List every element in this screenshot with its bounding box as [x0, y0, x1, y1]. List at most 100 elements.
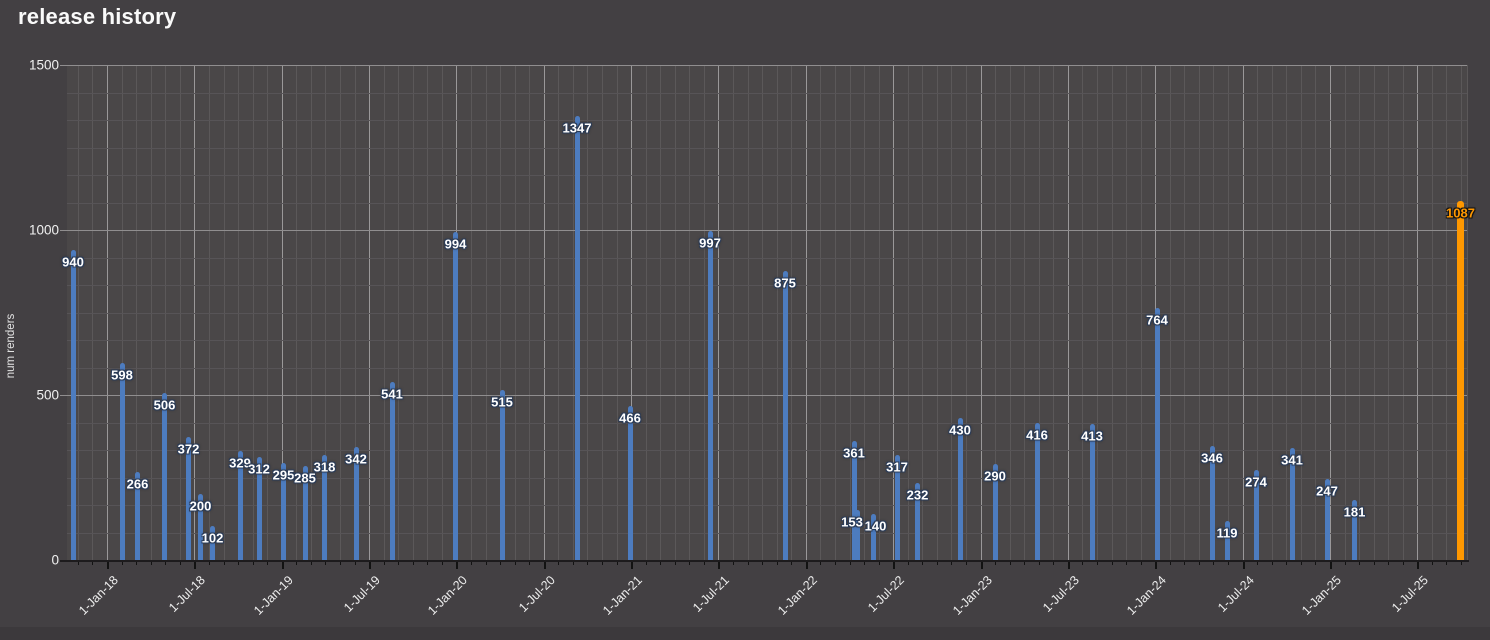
bar[interactable] — [1034, 422, 1040, 560]
x-axis-tick — [427, 560, 429, 565]
x-axis-tick — [281, 560, 284, 569]
bar[interactable] — [256, 457, 262, 560]
x-axis-tick — [339, 560, 341, 565]
bar[interactable] — [453, 232, 458, 560]
x-axis-tick — [1402, 560, 1404, 565]
bar[interactable] — [302, 465, 308, 560]
x-axis-tick — [980, 560, 983, 569]
x-axis-tick — [354, 560, 356, 565]
x-axis-tick — [1417, 560, 1420, 569]
bar[interactable] — [854, 509, 860, 560]
x-axis-tick — [558, 560, 560, 565]
x-axis-tick — [194, 560, 197, 569]
bottom-band — [0, 627, 1490, 640]
bar-value-label: 1347 — [562, 120, 592, 135]
x-axis-tick — [645, 560, 647, 565]
bar[interactable] — [871, 513, 876, 560]
bar-value-label: 416 — [1026, 427, 1048, 443]
x-axis-tick — [92, 560, 94, 565]
bar[interactable] — [915, 483, 920, 560]
bar-value-label: 875 — [774, 275, 796, 291]
bar[interactable] — [281, 462, 286, 560]
x-axis-tick — [369, 560, 371, 569]
x-axis-tick — [485, 560, 487, 565]
bar[interactable] — [1209, 445, 1215, 560]
plot-right-edge — [1467, 65, 1468, 560]
bar[interactable] — [1324, 478, 1330, 560]
x-axis-tick-label: 1-Jan-19 — [250, 573, 296, 618]
x-axis-tick — [703, 560, 705, 565]
x-axis-tick — [747, 560, 749, 565]
x-axis-tick — [1300, 560, 1302, 565]
x-axis-tick — [1140, 560, 1142, 565]
x-axis-tick — [907, 560, 909, 565]
x-axis-tick-label: 1-Jan-20 — [425, 573, 471, 618]
bar[interactable] — [1089, 423, 1095, 560]
bar[interactable] — [198, 494, 203, 560]
bar[interactable] — [353, 447, 359, 560]
bar-value-label: 295 — [272, 467, 295, 483]
bar[interactable] — [1289, 447, 1295, 560]
bar[interactable] — [119, 362, 125, 560]
x-axis-tick — [179, 560, 181, 565]
gridline-horizontal-major — [60, 395, 1467, 396]
bar-value-label: 994 — [444, 236, 467, 252]
bar[interactable] — [499, 390, 505, 560]
bar[interactable] — [135, 472, 140, 560]
gridline-horizontal-minor — [67, 312, 1467, 314]
bar[interactable] — [70, 249, 76, 560]
x-axis-tick-label: 1-Jan-23 — [949, 573, 995, 618]
x-axis-tick-label: 1-Jan-21 — [600, 573, 645, 618]
gridline-horizontal-minor — [67, 477, 1467, 479]
bar[interactable] — [851, 440, 857, 560]
bar[interactable] — [574, 115, 580, 560]
x-axis-tick — [1388, 560, 1390, 565]
x-axis-tick-label: 1-Jul-18 — [166, 573, 209, 615]
bar[interactable] — [322, 455, 327, 560]
bar-value-label: 153 — [841, 514, 863, 529]
bar-value-label: 413 — [1081, 428, 1103, 444]
gridline-horizontal-minor — [67, 120, 1467, 121]
x-axis-tick — [514, 560, 516, 565]
highlighted-bar[interactable] — [1457, 201, 1464, 560]
gridline-horizontal-major — [60, 65, 1467, 66]
bar[interactable] — [1224, 520, 1230, 560]
bar-value-label: 515 — [491, 394, 513, 410]
bar[interactable] — [707, 231, 713, 560]
bar[interactable] — [1352, 500, 1357, 560]
y-axis-tick-label: 500 — [36, 387, 59, 403]
x-axis-tick — [878, 560, 880, 565]
x-axis-tick — [1431, 560, 1433, 565]
bar-value-label: 290 — [984, 468, 1006, 484]
bar[interactable] — [957, 418, 963, 560]
x-axis-tick — [1169, 560, 1171, 565]
bar[interactable] — [389, 381, 395, 560]
x-axis-tick — [1198, 560, 1200, 565]
x-axis-tick — [500, 560, 502, 565]
x-axis-tick — [1373, 560, 1375, 565]
x-axis-tick — [456, 560, 459, 569]
y-axis-title: num renders — [5, 313, 17, 379]
x-axis-tick — [107, 560, 109, 569]
x-axis-tick — [587, 560, 589, 565]
bar[interactable] — [1253, 469, 1259, 560]
x-axis-tick — [689, 560, 691, 565]
bar[interactable] — [627, 406, 633, 560]
x-axis-tick — [674, 560, 676, 565]
x-axis-tick-label: 1-Jul-23 — [1039, 573, 1082, 615]
bar[interactable] — [992, 464, 998, 560]
bar[interactable] — [1154, 307, 1160, 560]
x-axis-tick — [660, 560, 662, 565]
bar[interactable] — [186, 437, 191, 560]
bar[interactable] — [210, 526, 215, 560]
gridline-horizontal-minor — [67, 202, 1467, 204]
bar[interactable] — [894, 455, 900, 560]
bar[interactable] — [162, 393, 167, 560]
x-axis-tick — [951, 560, 953, 565]
x-axis-tick-label: 1-Jan-24 — [1124, 573, 1170, 618]
bar-value-label: 940 — [62, 254, 84, 270]
gridline-horizontal-minor — [67, 175, 1467, 176]
x-axis-tick — [733, 560, 734, 565]
bar[interactable] — [782, 271, 788, 561]
bar[interactable] — [237, 451, 243, 560]
